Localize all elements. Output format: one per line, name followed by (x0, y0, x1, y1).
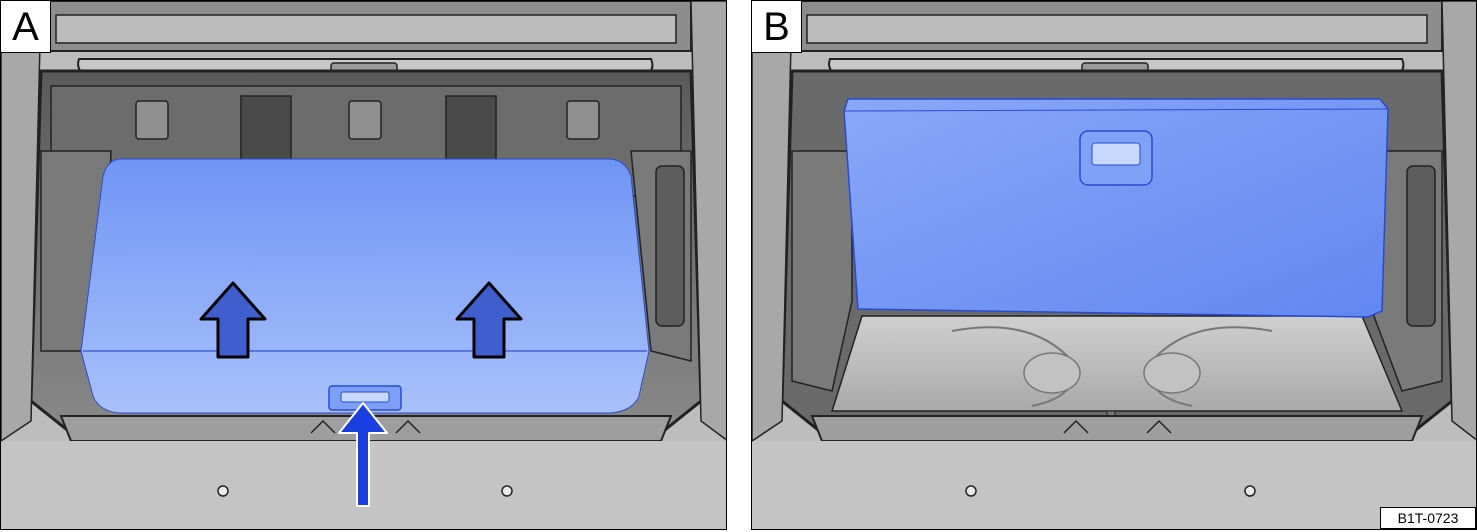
bumper-sensor-left (217, 485, 229, 497)
bumper-sensor-left (965, 485, 977, 497)
spare-wheel-well (830, 315, 1404, 412)
panel-b: B B1T-0723 (751, 0, 1477, 530)
panel-a: A (0, 0, 727, 530)
side-wall-left (791, 150, 853, 392)
bumper-sensor-right (1244, 485, 1256, 497)
bumper-sensor-right (501, 485, 513, 497)
pillar-right (690, 1, 726, 441)
trunk-illustration-a (1, 1, 726, 529)
trunk-illustration-b (752, 1, 1476, 529)
seat-latch-left (135, 100, 169, 140)
lift-arrow-right (455, 281, 523, 359)
pillar-right (1441, 1, 1476, 441)
loading-sill (810, 415, 1424, 442)
rear-bumper (752, 441, 1476, 529)
seatbelt-left (240, 95, 292, 162)
seatbelt-right (445, 95, 497, 162)
lift-arrow-left (199, 281, 267, 359)
variable-loading-floor (80, 158, 650, 414)
panel-label-b: B (752, 1, 802, 53)
seat-latch-center (348, 100, 382, 140)
figure-code: B1T-0723 (1380, 507, 1476, 529)
variable-loading-floor-upright (843, 98, 1389, 318)
pillar-left (1, 1, 42, 442)
panel-label-a: A (1, 1, 51, 53)
pillar-left (752, 1, 793, 442)
pull-arrow (338, 402, 388, 507)
seat-latch-right (566, 100, 600, 140)
